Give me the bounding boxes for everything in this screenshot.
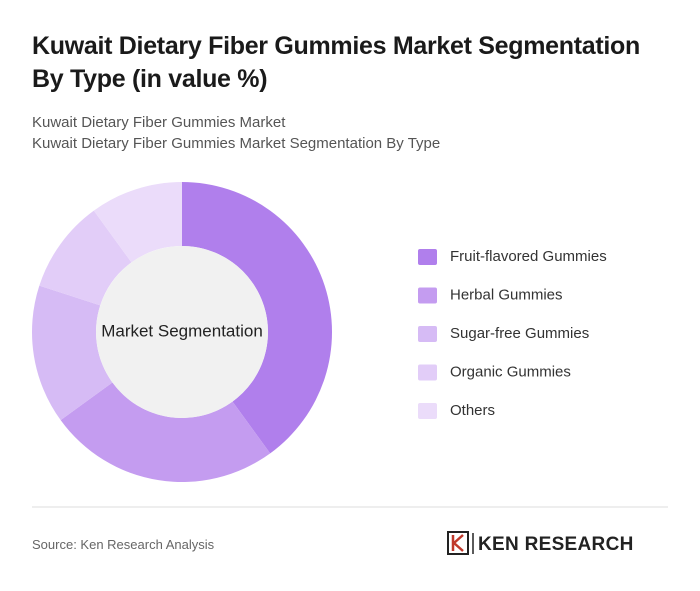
legend-swatch bbox=[418, 249, 437, 265]
donut-slice bbox=[182, 182, 332, 454]
legend-label: Herbal Gummies bbox=[450, 286, 563, 303]
source: Source: Ken Research Analysis bbox=[32, 537, 215, 552]
brand: KEN RESEARCH bbox=[478, 534, 634, 555]
subtitle: Kuwait Dietary Fiber Gummies Market bbox=[32, 114, 286, 131]
logo-icon bbox=[451, 534, 464, 552]
legend-swatch bbox=[418, 326, 437, 342]
subtitle: Kuwait Dietary Fiber Gummies Market Segm… bbox=[32, 135, 441, 152]
legend-swatch bbox=[418, 287, 437, 304]
donut-slice bbox=[60, 382, 271, 482]
donut-slice bbox=[39, 210, 132, 306]
donut-slice bbox=[32, 285, 113, 421]
legend-label: Fruit-flavored Gummies bbox=[450, 248, 607, 265]
legend-swatch bbox=[418, 364, 437, 381]
chart-title: Kuwait Dietary Fiber Gummies Market Segm… bbox=[32, 32, 640, 93]
legend-label: Organic Gummies bbox=[450, 363, 571, 380]
legend-label: Sugar-free Gummies bbox=[450, 325, 589, 342]
donut-slice bbox=[93, 182, 182, 263]
legend-swatch bbox=[418, 403, 437, 419]
legend-label: Others bbox=[450, 402, 495, 419]
donut-hole bbox=[96, 246, 268, 418]
center-label: Market Segmentation bbox=[101, 321, 263, 340]
logo: KEN RESEARCH bbox=[447, 531, 634, 555]
logo-icon bbox=[447, 531, 469, 555]
